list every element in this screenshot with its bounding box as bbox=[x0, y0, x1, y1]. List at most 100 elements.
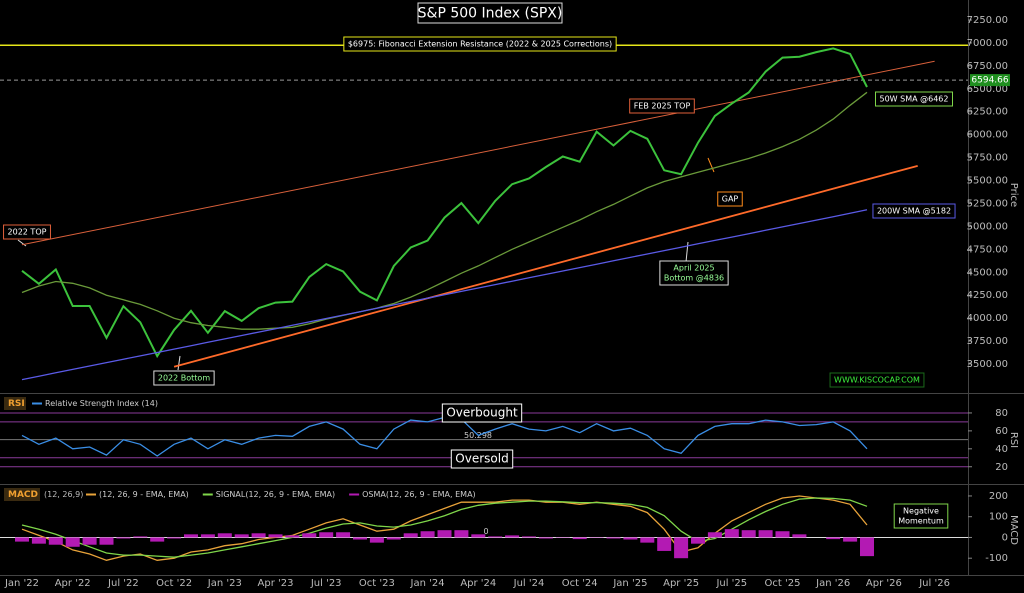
histogram-bar bbox=[99, 537, 114, 545]
panel-subtitle: (12, 26,9) bbox=[44, 490, 83, 499]
x-tick-label: Apr '26 bbox=[866, 578, 902, 589]
y-tick-label: -100 bbox=[985, 553, 1008, 564]
histogram-bar bbox=[386, 537, 401, 540]
annotation-box bbox=[343, 36, 617, 52]
trend-line bbox=[21, 60, 935, 246]
annotation: 2022 TOP bbox=[3, 224, 51, 240]
arrow bbox=[17, 239, 27, 247]
annotation-text: Oversold bbox=[455, 452, 508, 466]
histogram-bar bbox=[369, 537, 384, 543]
annotation-box bbox=[629, 98, 695, 114]
arrow bbox=[177, 355, 181, 371]
annotation-box bbox=[829, 372, 925, 388]
annotation-text: 50W SMA @6462 bbox=[880, 95, 949, 104]
annotation: $6975: Fibonacci Extension Resistance (2… bbox=[343, 36, 617, 52]
histogram-bar bbox=[353, 537, 367, 540]
histogram-bar bbox=[302, 533, 317, 538]
annotation: Oversold bbox=[450, 449, 514, 469]
last-price-label: 6594.66 bbox=[971, 76, 1008, 86]
histogram-bar bbox=[758, 530, 773, 538]
arrow bbox=[707, 157, 715, 173]
histogram-bar bbox=[522, 536, 536, 538]
histogram-bar bbox=[150, 537, 165, 542]
y-tick-label: 200 bbox=[989, 491, 1008, 502]
annotation-box bbox=[875, 91, 953, 107]
annotation-box bbox=[450, 449, 514, 469]
x-tick-label: Jan '24 bbox=[410, 578, 445, 589]
y-tick-label: 6500.00 bbox=[967, 84, 1008, 95]
annotation: FEB 2025 TOP bbox=[629, 98, 695, 114]
annotation-text: $6975: Fibonacci Extension Resistance (2… bbox=[348, 40, 612, 49]
x-tick-label: Oct '24 bbox=[562, 578, 598, 589]
x-tick-label: Jan '25 bbox=[612, 578, 647, 589]
annotation: WWW.KISCOCAP.COM bbox=[829, 372, 925, 388]
y-tick-label: 4000.00 bbox=[967, 313, 1008, 324]
y-tick-label: 6250.00 bbox=[967, 107, 1008, 118]
histogram-bar bbox=[724, 529, 739, 538]
x-tick-label: Jan '26 bbox=[815, 578, 850, 589]
x-tick-label: Jan '23 bbox=[207, 578, 242, 589]
histogram-bar bbox=[741, 530, 756, 538]
y-tick-label: 6750.00 bbox=[967, 61, 1008, 72]
annotation: GAP bbox=[717, 191, 743, 207]
x-tick-label: Apr '24 bbox=[460, 578, 496, 589]
annotation-text: Bottom @4836 bbox=[664, 274, 724, 283]
annotation-box bbox=[441, 403, 523, 423]
histogram-bar bbox=[82, 537, 97, 545]
histogram-bar bbox=[116, 537, 131, 539]
histogram-bar bbox=[319, 532, 334, 538]
histogram-bar bbox=[285, 535, 300, 538]
histogram-bar bbox=[336, 532, 351, 538]
x-tick-label: Jul '25 bbox=[715, 578, 747, 589]
histogram-bar bbox=[606, 537, 621, 539]
x-tick-label: Jul '26 bbox=[918, 578, 950, 589]
annotation-box bbox=[872, 203, 956, 219]
legend-label: (12, 26, 9 - EMA, EMA) bbox=[99, 490, 189, 499]
panel-label-box bbox=[4, 397, 26, 410]
x-tick-label: Oct '23 bbox=[359, 578, 395, 589]
x-tick-label: Jul '24 bbox=[513, 578, 545, 589]
legend-label: SIGNAL(12, 26, 9 - EMA, EMA) bbox=[216, 490, 335, 499]
y-tick-label: 3500.00 bbox=[967, 359, 1008, 370]
histogram-bar bbox=[792, 534, 807, 538]
histogram-bar bbox=[403, 533, 418, 538]
histogram-bar bbox=[167, 537, 182, 539]
y-tick-label: 4500.00 bbox=[967, 267, 1008, 278]
histogram-bar bbox=[48, 537, 63, 545]
histogram-bar bbox=[471, 534, 486, 538]
annotation: 50W SMA @6462 bbox=[875, 91, 953, 107]
histogram-bar bbox=[31, 537, 46, 544]
y-tick-label: 5500.00 bbox=[967, 176, 1008, 187]
histogram-bar bbox=[674, 537, 689, 559]
last-price-box bbox=[970, 74, 1010, 87]
panel-label-box bbox=[4, 488, 40, 501]
y-tick-label: 4250.00 bbox=[967, 290, 1008, 301]
x-tick-label: Apr '25 bbox=[663, 578, 699, 589]
annotation: 200W SMA @5182 bbox=[872, 203, 956, 219]
x-tick-label: Jul '22 bbox=[107, 578, 139, 589]
y-axis-title: Price bbox=[1008, 183, 1019, 207]
histogram-bar bbox=[420, 531, 435, 538]
annotation-box bbox=[893, 503, 949, 529]
histogram-bar bbox=[775, 531, 790, 538]
histogram-bar bbox=[217, 533, 232, 538]
annotation-text: 200W SMA @5182 bbox=[877, 207, 951, 216]
y-axis-title: RSI bbox=[1008, 432, 1019, 448]
chart-title: S&P 500 Index (SPX) bbox=[418, 6, 563, 22]
histogram-bar bbox=[640, 537, 655, 543]
histogram-bar bbox=[15, 537, 29, 542]
y-tick-label: 5250.00 bbox=[967, 198, 1008, 209]
y-tick-label: 80 bbox=[995, 408, 1008, 419]
histogram-bar bbox=[860, 537, 874, 557]
annotation-text: April 2025 bbox=[673, 264, 714, 273]
histogram-bar bbox=[572, 537, 587, 540]
histogram-bar bbox=[133, 536, 148, 538]
histogram-bar bbox=[234, 534, 249, 538]
annotation-text: WWW.KISCOCAP.COM bbox=[834, 376, 920, 385]
histogram-bar bbox=[538, 537, 553, 539]
histogram-bar bbox=[691, 537, 705, 544]
